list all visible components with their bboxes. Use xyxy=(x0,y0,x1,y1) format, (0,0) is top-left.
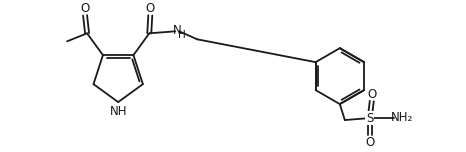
Text: O: O xyxy=(81,2,90,15)
Text: O: O xyxy=(367,88,377,101)
Text: O: O xyxy=(146,2,155,15)
Text: S: S xyxy=(366,112,373,124)
Text: NH: NH xyxy=(110,105,127,117)
Text: O: O xyxy=(365,136,374,149)
Text: NH₂: NH₂ xyxy=(391,111,413,124)
Text: N: N xyxy=(173,24,182,37)
Text: H: H xyxy=(178,30,186,40)
